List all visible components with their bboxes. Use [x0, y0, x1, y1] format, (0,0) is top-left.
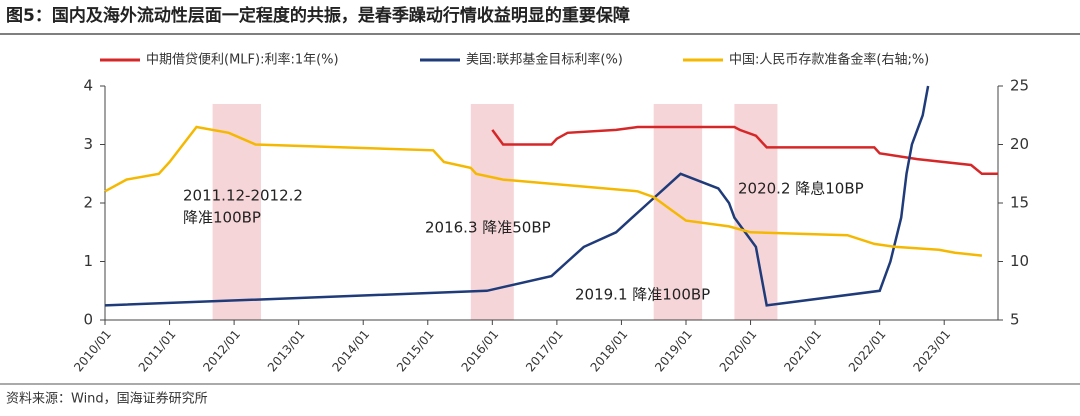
- annotation: 2020.2 降息10BP: [738, 180, 864, 198]
- series-line: [104, 85, 930, 307]
- x-tick-label: 2020/01: [717, 327, 760, 374]
- legend-label: 中期借贷便利(MLF):利率:1年(%): [146, 52, 339, 68]
- chart-title: 图5：国内及海外流动性层面一定程度的共振，是春季躁动行情收益明显的重要保障: [6, 5, 630, 26]
- series-line: [104, 125, 983, 257]
- legend-label: 美国:联邦基金目标利率(%): [466, 52, 623, 68]
- x-tick-label: 2021/01: [781, 327, 824, 374]
- y2-tick-label: 10: [1010, 252, 1029, 270]
- x-tick-label: 2017/01: [523, 327, 566, 374]
- x-tick-label: 2023/01: [910, 327, 953, 374]
- shaded-period: [734, 104, 778, 320]
- shaded-period: [653, 104, 703, 320]
- x-tick-label: 2010/01: [71, 327, 114, 374]
- x-tick-label: 2011/01: [136, 327, 179, 374]
- x-tick-label: 2019/01: [652, 327, 695, 374]
- annotation: 2019.1 降准100BP: [575, 286, 710, 304]
- annotation: 2016.3 降准50BP: [425, 219, 551, 237]
- y2-tick-label: 15: [1010, 194, 1029, 212]
- x-tick-label: 2015/01: [394, 327, 437, 374]
- y-tick-label: 0: [83, 311, 93, 329]
- y-tick-label: 4: [83, 77, 93, 95]
- y-tick-label: 2: [83, 194, 93, 212]
- x-tick-label: 2022/01: [846, 327, 889, 374]
- x-tick-label: 2012/01: [200, 327, 243, 374]
- y-tick-label: 1: [83, 252, 93, 270]
- y2-tick-label: 5: [1010, 311, 1020, 329]
- source: 资料来源：Wind，国海证券研究所: [6, 391, 208, 407]
- shaded-period: [212, 104, 262, 320]
- x-tick-label: 2016/01: [459, 327, 502, 374]
- shaded-period: [470, 104, 514, 320]
- y2-tick-label: 25: [1010, 77, 1029, 95]
- series-line: [491, 125, 998, 176]
- x-tick-label: 2014/01: [329, 327, 372, 374]
- x-tick-label: 2018/01: [588, 327, 631, 374]
- x-tick-label: 2013/01: [265, 327, 308, 374]
- legend-label: 中国:人民币存款准备金率(右轴;%): [729, 52, 929, 68]
- y-tick-label: 3: [83, 135, 93, 153]
- y2-tick-label: 20: [1010, 135, 1029, 153]
- annotation: 2011.12-2012.2: [183, 187, 303, 205]
- annotation: 降准100BP: [183, 209, 261, 227]
